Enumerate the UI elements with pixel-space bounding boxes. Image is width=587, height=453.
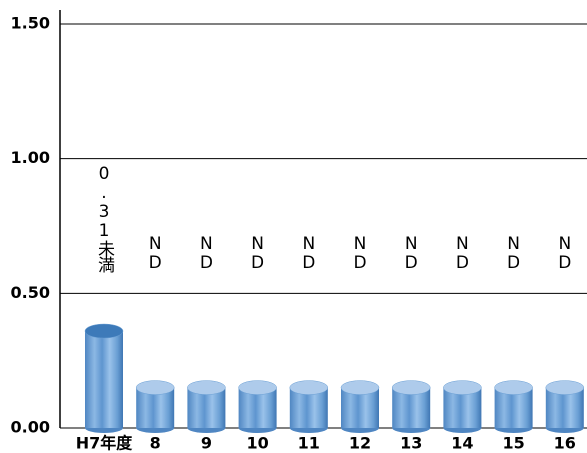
annotation: ND: [554, 234, 575, 272]
annotation: ND: [452, 234, 473, 272]
bar-cap: [545, 380, 585, 395]
bar-cap: [135, 380, 175, 395]
bar-cap: [494, 380, 533, 395]
annotation: ND: [350, 234, 370, 272]
annotation: ND: [401, 234, 422, 272]
annotation: ND: [145, 234, 166, 272]
x-tick-label: 15: [502, 434, 524, 453]
y-tick-label: 0.50: [11, 283, 50, 302]
bar-cap: [340, 380, 380, 395]
x-tick-label: 16: [554, 434, 576, 453]
bar-cap: [187, 380, 226, 395]
x-tick-label: 14: [451, 434, 473, 453]
bar-cap: [84, 323, 124, 339]
bar-cap: [289, 380, 329, 395]
x-tick-label: 12: [349, 434, 371, 453]
x-tick-label: 10: [246, 434, 268, 453]
y-tick-label: 1.00: [11, 148, 50, 167]
annotation: 0.31未満: [94, 164, 114, 272]
y-tick-label: 0.00: [11, 418, 50, 437]
annotation: ND: [196, 234, 217, 272]
x-tick-label: H7年度: [76, 434, 134, 453]
bar-cap: [391, 380, 431, 395]
annotation: ND: [503, 234, 524, 272]
annotation: ND: [247, 234, 268, 272]
bar: [85, 331, 123, 428]
annotation: ND: [298, 234, 319, 272]
x-tick-label: 8: [150, 434, 161, 453]
x-tick-label: 13: [400, 434, 422, 453]
bar-cap: [238, 380, 277, 395]
x-tick-label: 9: [201, 434, 212, 453]
x-tick-label: 11: [298, 434, 320, 453]
bar-cap: [443, 380, 482, 395]
y-tick-label: 1.50: [11, 14, 50, 33]
